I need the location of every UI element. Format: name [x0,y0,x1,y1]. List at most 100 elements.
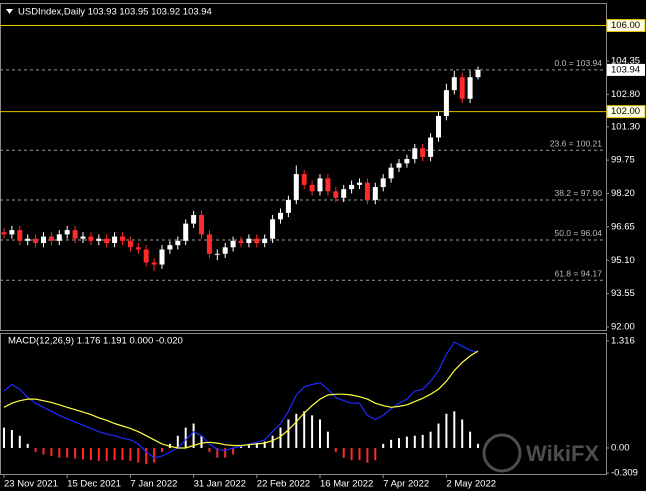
candle-body [96,238,102,241]
histogram-bar [66,447,69,458]
histogram-bar [176,435,179,448]
histogram-bar [240,446,242,448]
candle-body [230,240,236,248]
fib-label: 61.8 = 94.17 [554,269,602,279]
histogram-bar [271,435,274,448]
candle-body [301,174,307,185]
histogram-bar [326,431,329,448]
histogram-bar [247,443,250,448]
candle-body [420,148,426,157]
histogram-bar [287,419,290,448]
candle-body [333,191,339,198]
level-label-box [606,105,646,119]
histogram-bar [469,431,472,448]
candle-body [112,236,118,244]
x-tick-label: 15 Dec 2021 [67,479,121,490]
histogram-bar [184,427,187,448]
level-label: 106.00 [611,20,640,31]
level-label: 102.00 [611,106,640,117]
candle-body [451,77,457,91]
candle-body [475,69,481,78]
watermark-text: WikiFX [526,441,599,466]
x-tick-label: 7 Apr 2022 [383,479,429,490]
y-tick-label: 93.55 [611,288,635,299]
histogram-bar [366,447,369,463]
candle-body [222,247,228,254]
histogram-bar [477,443,479,448]
histogram-bar [311,415,314,448]
candle-body [9,230,15,235]
candle-body [404,159,410,164]
histogram-bar [279,427,282,448]
menu-arrow[interactable] [6,9,13,14]
histogram-bar [97,447,100,461]
candle-body [285,199,291,213]
x-tick-label: 22 Feb 2022 [257,479,310,490]
candle-body [309,184,315,192]
candle-body [380,178,386,188]
candle-body [41,236,46,244]
candle-body [270,219,276,239]
candle-body [17,230,23,241]
histogram-bar [74,447,77,459]
y-tick-label: 1.316 [611,335,635,346]
x-tick-label: 7 Jan 2022 [130,479,177,490]
candle-body [199,215,204,235]
histogram-bar [445,413,448,448]
candle-body [206,234,212,254]
histogram-bar [382,443,385,448]
y-tick-label: 0.00 [611,442,630,453]
macd-title: MACD(12,26,9) 1.176 1.191 0.000 -0.020 [8,336,183,347]
histogram-bar [105,447,108,461]
histogram-bar [390,439,393,448]
price-label: 103.94 [611,64,640,75]
candle-body [412,148,418,160]
histogram-bar [453,411,456,448]
candle-body [341,189,347,198]
histogram-bar [18,435,21,448]
candle-body [238,240,244,244]
histogram-bar [429,431,432,448]
fib-label: 0.0 = 103.94 [554,58,602,68]
histogram-bar [82,447,84,460]
candle-body [325,178,331,192]
candle-body [33,238,39,244]
histogram-bar [437,423,440,448]
histogram-bar [208,447,211,453]
histogram-bar [398,438,400,448]
histogram-bar [42,447,45,455]
histogram-bar [161,447,163,453]
histogram-bar [113,447,116,461]
histogram-bar [3,427,5,448]
watermark-logo [482,433,522,473]
histogram-bar [255,443,258,448]
candle-body [364,182,370,200]
candle-body [467,77,473,99]
macd-line [3,341,479,459]
candle-body [388,167,394,179]
candle-body [278,212,283,220]
candle-body [135,247,141,250]
candle-body [396,163,402,168]
histogram-bar [129,447,132,461]
candle-body [104,238,110,244]
watermark: WikiFX [482,433,599,473]
candle-body [191,215,197,224]
y-tick-label: 102.80 [611,89,640,100]
histogram-bar [461,419,464,448]
candle-body [120,236,125,241]
y-tick-label: 92.00 [611,322,635,333]
candle-body [183,223,189,241]
histogram-bar [319,419,321,448]
histogram-bar [153,447,156,463]
histogram-bar [334,447,337,453]
histogram-bar [137,447,140,463]
candle-body [56,234,62,241]
histogram-bar [374,447,377,461]
histogram-bar [350,447,353,461]
fib-label: 23.6 = 100.21 [550,138,603,148]
candle-body [349,184,355,190]
histogram-bar [200,435,203,448]
